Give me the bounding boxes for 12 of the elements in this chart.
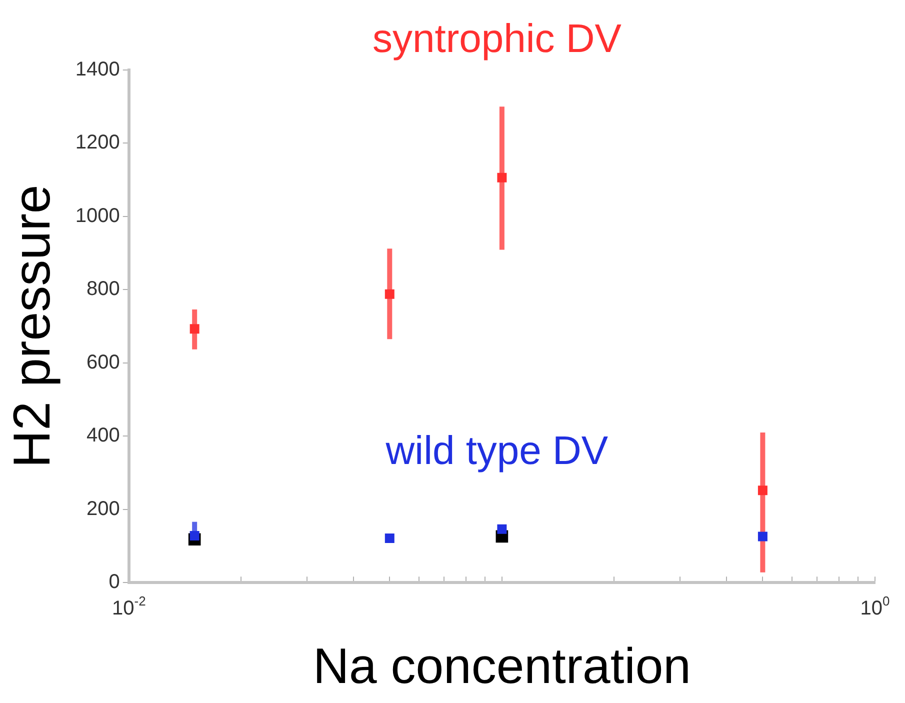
y-tick-label: 0 bbox=[108, 571, 120, 594]
y-tick-label: 1000 bbox=[75, 204, 120, 227]
y-tick-label: 800 bbox=[86, 278, 120, 300]
y-tick-label: 200 bbox=[86, 498, 120, 520]
x-axis-title: Na concentration bbox=[312, 638, 691, 694]
series-label: wild type DV bbox=[384, 429, 608, 474]
y-axis-title: H2 pressure bbox=[4, 184, 62, 468]
text: syntrophic DV bbox=[372, 17, 622, 61]
y-tick-label: 600 bbox=[86, 351, 120, 374]
y-tick-label: 1200 bbox=[75, 132, 120, 154]
y-tick-label: 1400 bbox=[75, 58, 120, 81]
y-tick-label: 400 bbox=[86, 424, 120, 447]
